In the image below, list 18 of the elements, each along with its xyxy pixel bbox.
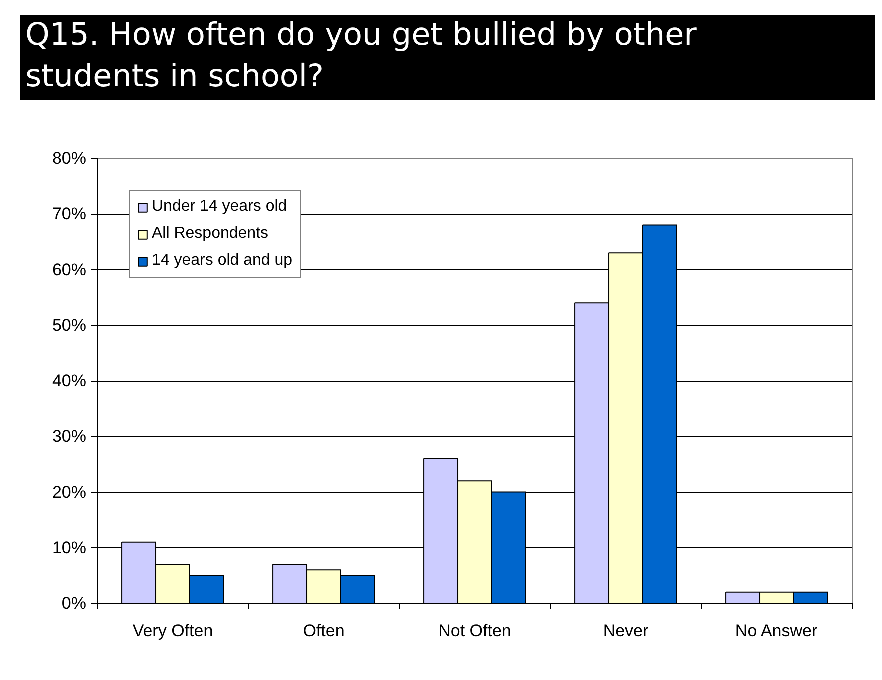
x-tick-label: Not Often <box>438 622 512 640</box>
legend-label: Under 14 years old <box>152 198 288 216</box>
y-tick-label: 80% <box>52 149 87 168</box>
y-tick-label: 20% <box>52 482 87 502</box>
y-tick-label: 40% <box>52 372 87 390</box>
legend-label: All Respondents <box>152 225 269 243</box>
y-tick-label: 30% <box>52 427 87 446</box>
y-tick-label: 50% <box>52 316 87 335</box>
chart-title: Q15. How often do you get bullied by other students in school? <box>26 17 698 94</box>
legend-label: 14 years old and up <box>152 252 293 270</box>
x-tick-label: Never <box>603 622 650 640</box>
y-tick-label: 60% <box>52 260 87 280</box>
y-tick-label: 70% <box>52 204 87 224</box>
x-tick-label: No Answer <box>735 622 818 640</box>
x-tick-label: Very Often <box>132 622 214 640</box>
x-tick-label: Often <box>303 622 345 640</box>
y-tick-label: 10% <box>52 538 87 558</box>
y-tick-label: 0% <box>62 594 87 613</box>
